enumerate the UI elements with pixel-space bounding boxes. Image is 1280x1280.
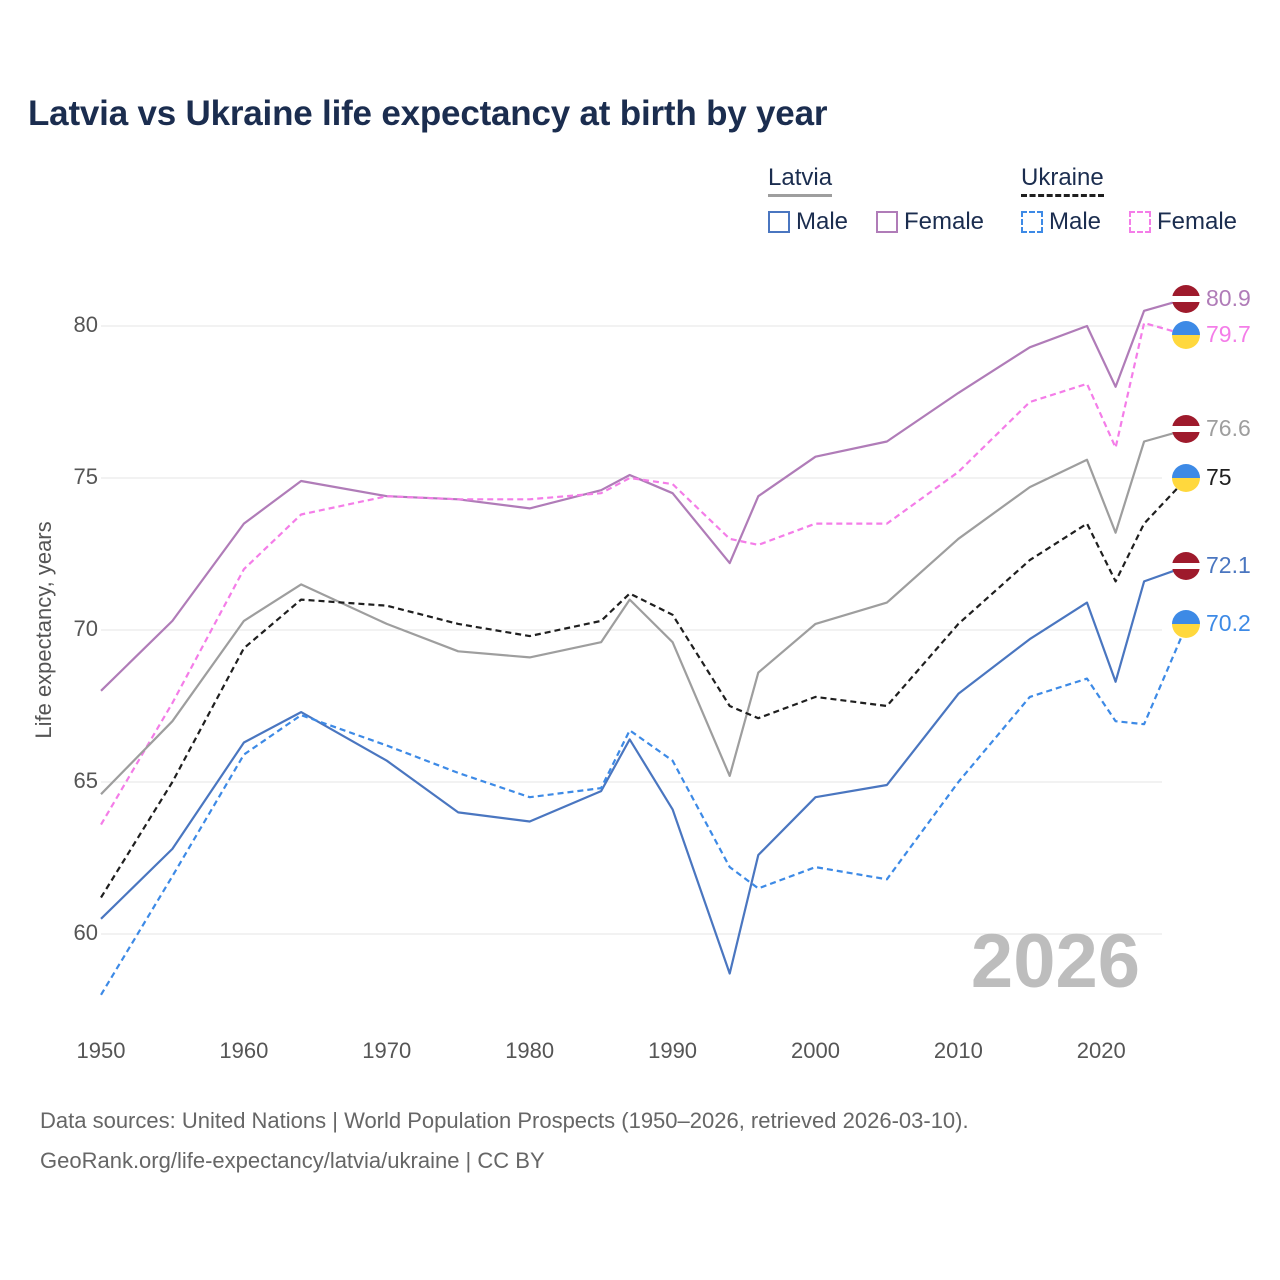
legend-ukraine-male-label: Male <box>1049 208 1102 235</box>
series-line-ukraine-total <box>100 477 1188 899</box>
y-tick-label: 75 <box>73 464 98 489</box>
x-tick-label: 2000 <box>790 1038 840 1063</box>
x-tick-label: 1960 <box>219 1038 269 1063</box>
footer-attribution: GeoRank.org/life-expectancy/latvia/ukrai… <box>40 1148 545 1173</box>
legend-latvia-male-swatch <box>768 211 790 233</box>
x-tick-label: 1970 <box>362 1038 412 1063</box>
ukraine-flag-icon <box>1172 609 1200 638</box>
legend-latvia: Latvia Male Female <box>768 164 998 244</box>
x-tick-label: 2020 <box>1076 1038 1126 1063</box>
legend-latvia-male-label: Male <box>796 208 849 235</box>
y-tick-label: 70 <box>73 616 98 641</box>
ukraine-flag-icon <box>1172 321 1200 350</box>
year-watermark: 2026 <box>970 919 1140 1004</box>
end-value-label: 70.2 <box>1206 609 1251 636</box>
series-line-latvia-female <box>100 297 1188 692</box>
latvia-flag-icon <box>1172 284 1200 313</box>
legend-latvia-female-swatch <box>876 211 898 233</box>
legend-latvia-male[interactable]: Male <box>768 208 848 236</box>
series-line-ukraine-female <box>100 321 1188 826</box>
end-value-label: 72.1 <box>1206 552 1251 579</box>
x-tick-label: 2010 <box>933 1038 983 1063</box>
latvia-flag-icon <box>1172 415 1200 444</box>
legend-ukraine: Ukraine Male Female <box>1021 164 1251 244</box>
chart-title: Latvia vs Ukraine life expectancy at bir… <box>28 94 828 133</box>
end-value-label: 75 <box>1206 464 1232 490</box>
y-tick-label: 80 <box>73 312 98 337</box>
end-value-label: 80.9 <box>1206 284 1251 311</box>
end-value-label: 76.6 <box>1206 415 1251 442</box>
series-line-ukraine-male <box>100 623 1189 996</box>
legend-latvia-title: Latvia <box>768 164 833 197</box>
latvia-flag-icon <box>1172 552 1200 581</box>
series-line-latvia-male <box>100 565 1188 975</box>
legend-ukraine-male[interactable]: Male <box>1021 208 1101 236</box>
legend-ukraine-female-swatch <box>1129 211 1151 233</box>
legend-latvia-solid-line <box>768 194 833 197</box>
legend-latvia-female-label: Female <box>904 208 985 235</box>
legend-ukraine-female-label: Female <box>1157 208 1238 235</box>
legend-ukraine-title: Ukraine <box>1021 164 1104 197</box>
legend-ukraine-name: Ukraine <box>1021 164 1104 191</box>
series-line-latvia-total <box>100 428 1188 795</box>
legend-latvia-name: Latvia <box>768 164 833 191</box>
y-tick-label: 65 <box>73 768 98 793</box>
end-value-label: 79.7 <box>1206 321 1251 348</box>
x-tick-label: 1950 <box>76 1038 126 1063</box>
legend-ukraine-female[interactable]: Female <box>1129 208 1237 236</box>
ukraine-flag-icon <box>1172 464 1200 492</box>
legend-ukraine-dashed-line <box>1021 194 1104 197</box>
legend-ukraine-male-swatch <box>1021 211 1043 233</box>
legend-latvia-female[interactable]: Female <box>876 208 984 236</box>
footer-sources: Data sources: United Nations | World Pop… <box>40 1108 969 1133</box>
x-tick-label: 1980 <box>505 1038 555 1063</box>
y-tick-label: 60 <box>73 920 98 945</box>
x-tick-label: 1990 <box>648 1038 698 1063</box>
